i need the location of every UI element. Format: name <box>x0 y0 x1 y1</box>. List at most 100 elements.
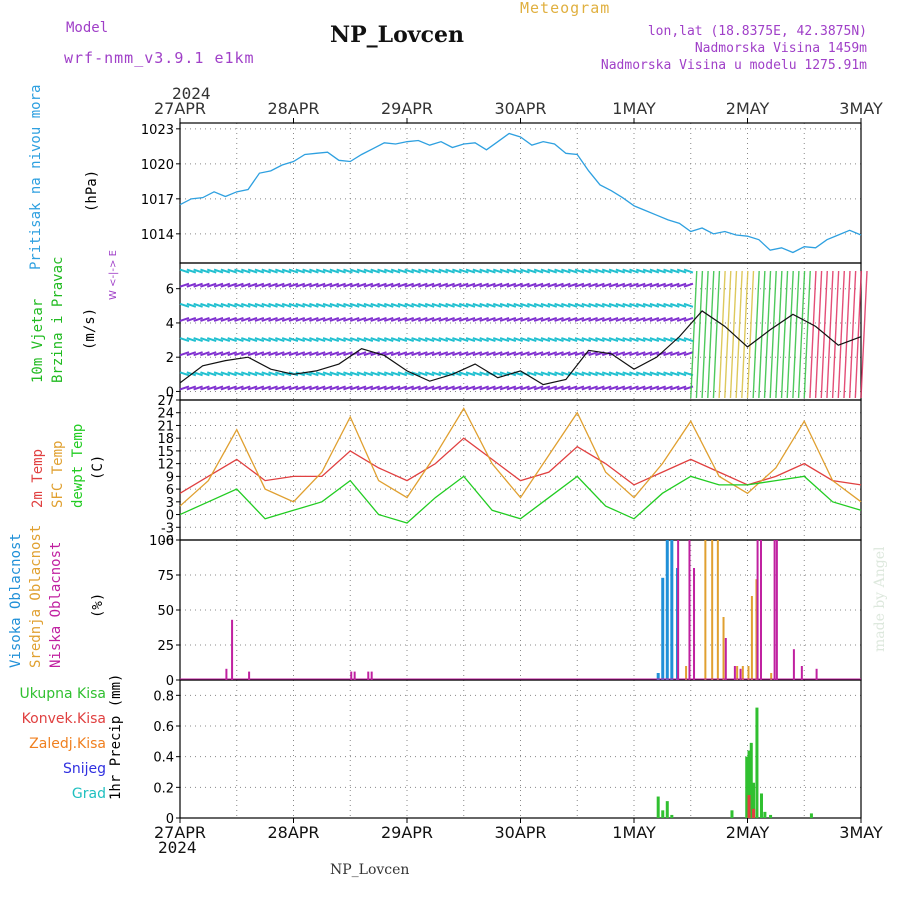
wind-barb <box>492 268 503 274</box>
wind-barb <box>438 337 449 343</box>
wind-barb <box>622 351 632 357</box>
wind-barb <box>383 268 394 274</box>
wind-barb <box>472 268 483 274</box>
y-tick-label: 0.6 <box>153 720 174 735</box>
wind-barb <box>649 268 660 274</box>
wind-barb <box>820 270 828 399</box>
wind-barb <box>465 371 476 377</box>
wind-barb <box>200 316 210 322</box>
cloud-bar <box>770 673 773 680</box>
wind-barb <box>533 302 544 308</box>
wind-barb <box>465 282 476 288</box>
wind-barb <box>193 302 203 308</box>
wind-barb <box>390 351 401 357</box>
wind-barb <box>465 385 476 391</box>
wind-barb <box>411 302 421 308</box>
wind-barb <box>656 371 667 377</box>
year-bottom: 2024 <box>158 838 197 857</box>
wind-barb <box>377 371 387 377</box>
wind-barb <box>595 371 605 377</box>
wind-barb <box>601 268 612 274</box>
legend-ukupna: Ukupna Kisa <box>19 686 106 702</box>
wind-barb <box>329 385 340 391</box>
y-tick-label: 12 <box>157 458 174 473</box>
wind-barb <box>492 385 503 391</box>
wind-barb <box>234 302 244 308</box>
wind-barb <box>281 371 292 377</box>
wind-barb <box>179 268 190 274</box>
wind-barb <box>533 316 544 322</box>
wind-barb <box>574 302 585 308</box>
wind-barb <box>349 316 360 322</box>
wind-barb <box>397 385 408 391</box>
x-tick-label-bottom: 3MAY <box>839 823 883 842</box>
wind-barb <box>670 351 680 357</box>
wind-barb <box>418 268 428 274</box>
y-tick-label: 1014 <box>141 228 174 243</box>
wind-barb <box>506 268 517 274</box>
wind-barb <box>567 268 578 274</box>
y-tick-label: 2 <box>166 351 174 366</box>
wind-barb <box>452 351 462 357</box>
wind-barb <box>676 302 687 308</box>
wind-barb <box>220 316 231 322</box>
wind-barb <box>309 282 319 288</box>
legend-konvek: Konvek.Kisa <box>21 711 106 727</box>
wind-barb <box>288 282 299 288</box>
wind-barb <box>695 270 704 399</box>
cloud-bar <box>665 540 669 680</box>
wind-barb <box>206 385 217 391</box>
wind-barb <box>554 385 564 391</box>
wind-barb <box>227 302 237 308</box>
wind-barb <box>234 351 244 357</box>
wind-barb <box>302 351 312 357</box>
wind-barb <box>670 268 680 274</box>
wind-barb <box>520 268 530 274</box>
wind-barb <box>424 282 435 288</box>
wind-barb <box>540 351 551 357</box>
wind-barb <box>663 351 673 357</box>
wind-barb <box>322 268 333 274</box>
wind-barb <box>288 337 299 343</box>
wind-barb <box>601 337 612 343</box>
wind-barb <box>635 302 646 308</box>
wind-barb <box>240 337 251 343</box>
wind-barb <box>567 371 578 377</box>
wind-barb <box>268 268 278 274</box>
wind-barb <box>506 351 517 357</box>
cloud-bar <box>685 666 688 680</box>
wind-barb <box>234 371 244 377</box>
wind-barb <box>281 351 292 357</box>
wind-barb <box>526 371 537 377</box>
wind-barb <box>240 302 251 308</box>
wind-barb <box>676 337 687 343</box>
model-elevation-label: Nadmorska Visina u modelu 1275.91m <box>600 58 867 73</box>
wind-barb <box>649 337 660 343</box>
wind-barb <box>649 282 660 288</box>
wind-barb <box>506 316 517 322</box>
cloud-bar <box>367 671 370 680</box>
wind-barb <box>377 385 387 391</box>
y-tick-label: 24 <box>157 407 174 422</box>
wind-barb <box>315 302 326 308</box>
x-tick-label-top: 29APR <box>381 99 433 118</box>
wind-barb <box>635 337 646 343</box>
wind-barb <box>513 337 524 343</box>
cloud-bar <box>800 666 803 680</box>
wind-barb <box>608 351 619 357</box>
wind-barb <box>247 385 258 391</box>
wind-barb <box>397 268 408 274</box>
wind-barb <box>465 351 476 357</box>
wind-barb <box>281 268 292 274</box>
wind-barb <box>526 337 537 343</box>
wind-barb <box>227 385 237 391</box>
wind-barb <box>275 351 285 357</box>
x-tick-label-bottom: 30APR <box>494 823 546 842</box>
wind-barb <box>445 268 455 274</box>
y-tick-label: 4 <box>166 317 174 332</box>
wind-barb <box>574 385 585 391</box>
y-tick-label: 0.2 <box>153 781 174 796</box>
wind-barb <box>281 316 292 322</box>
y-tick-label: 0 <box>166 509 174 524</box>
wind-barb <box>452 316 462 322</box>
